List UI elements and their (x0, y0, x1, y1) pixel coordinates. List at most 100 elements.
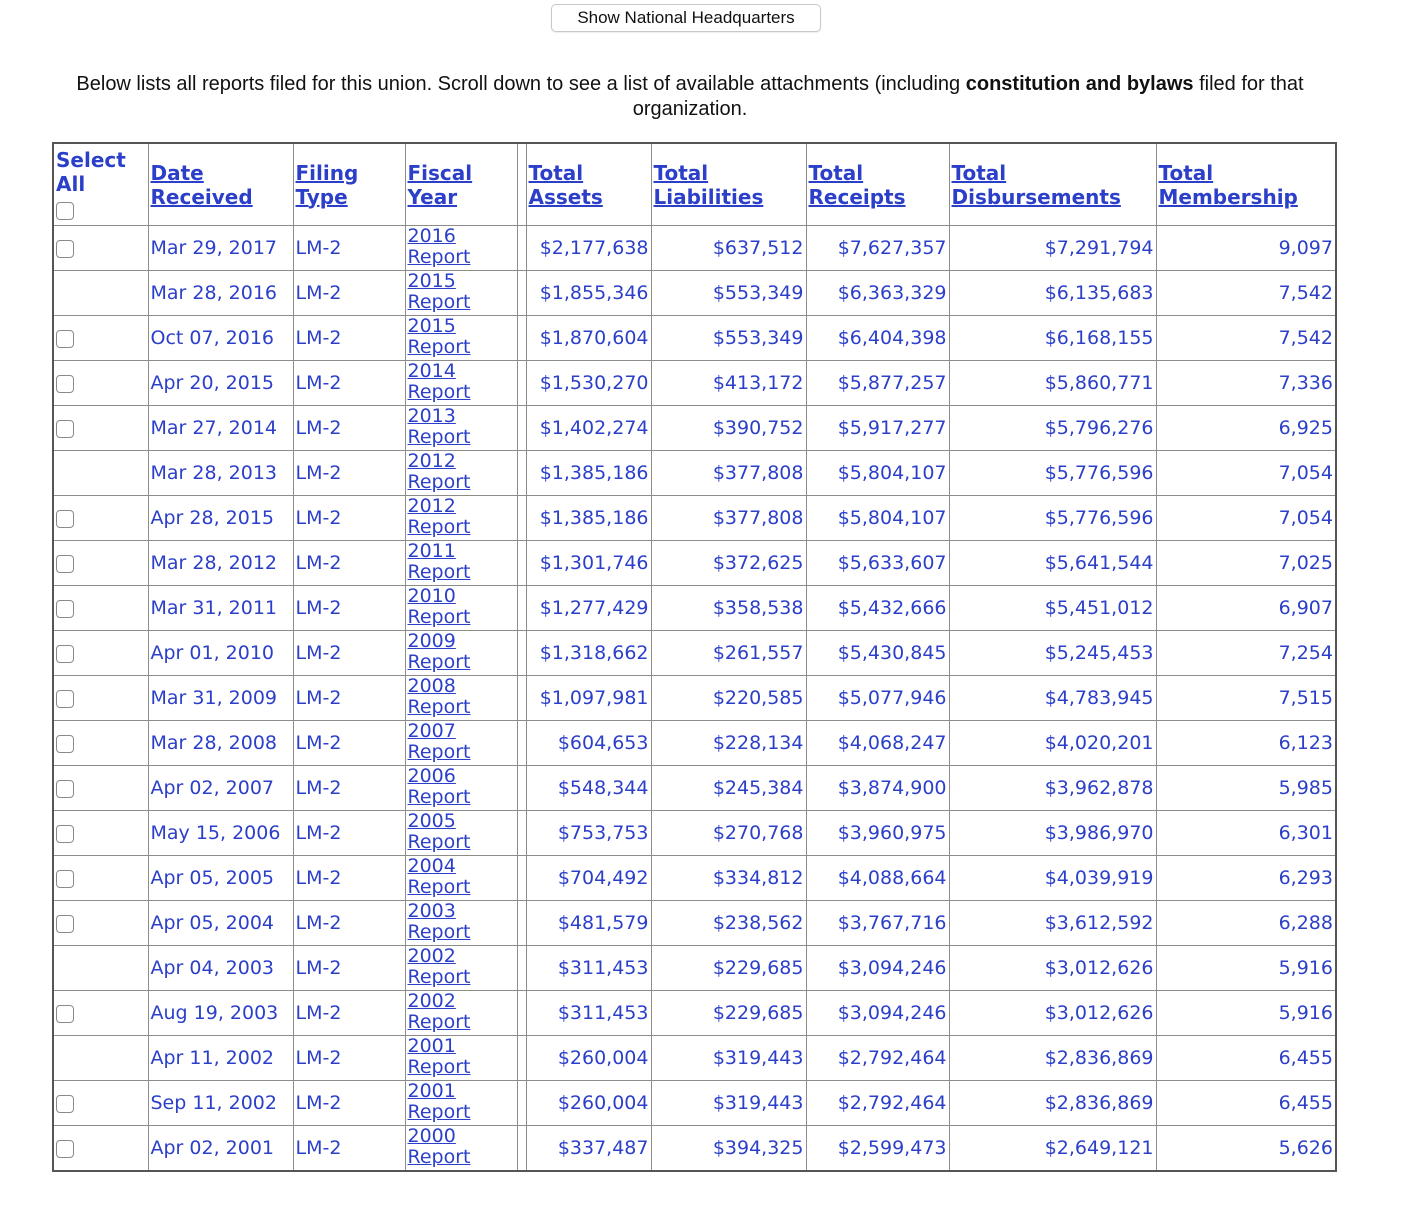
sort-date-received-link[interactable]: Date Received (150, 160, 253, 209)
sort-total-disbursements-link[interactable]: Total Disbursements (951, 160, 1121, 209)
select-cell (52, 900, 149, 946)
select-all-checkbox[interactable] (56, 202, 74, 220)
row-select-checkbox[interactable] (56, 1004, 74, 1023)
select-cell (52, 855, 149, 901)
fiscal-year-cell: 2012 Report (404, 495, 518, 541)
report-link[interactable]: 2006 Report (408, 767, 515, 809)
report-link[interactable]: 2001 Report (408, 1082, 515, 1124)
date-received-cell: Apr 20, 2015 (147, 360, 294, 406)
report-link[interactable]: 2011 Report (407, 540, 515, 584)
spacer-cell (516, 1080, 527, 1126)
filing-type-cell: LM-2 (292, 630, 406, 676)
total-assets-cell: $1,870,604 (525, 315, 652, 361)
total-receipts-cell: $3,767,716 (805, 900, 950, 946)
select-all-header: Select All (52, 142, 149, 226)
report-link[interactable]: 2013 Report (408, 407, 515, 449)
spacer-cell (516, 810, 527, 856)
sort-total-liabilities-link[interactable]: Total Liabilities (653, 160, 764, 209)
sort-filing-type-link[interactable]: Filing Type (295, 160, 359, 209)
report-link[interactable]: 2016 Report (407, 225, 515, 269)
table-row: Oct 07, 2016 LM-2 2015 Report $1,870,604 $553… (52, 315, 1337, 361)
date-received-cell: Mar 31, 2011 (147, 585, 294, 631)
row-select-checkbox[interactable] (56, 1094, 74, 1113)
date-received-cell: Sep 11, 2002 (147, 1080, 294, 1126)
report-link[interactable]: 2005 Report (408, 812, 515, 854)
total-membership-cell: 7,054 (1155, 450, 1337, 496)
sort-total-assets-link[interactable]: Total Assets (528, 160, 603, 209)
filing-type-cell: LM-2 (292, 405, 406, 451)
fiscal-year-cell: 2005 Report (404, 810, 518, 856)
row-select-checkbox[interactable] (56, 419, 74, 438)
report-link-label: Report (407, 696, 471, 718)
table-row: Mar 28, 2013 LM-2 2012 Report $1,385,186 $377… (52, 450, 1337, 496)
column-total-liabilities: Total Liabilities (650, 142, 807, 226)
sort-fiscal-year-link[interactable]: Fiscal Year (407, 160, 473, 209)
report-year: 2012 (407, 495, 456, 517)
spacer-cell (516, 765, 527, 811)
table-row: Mar 28, 2012 LM-2 2011 Report $1,301,746 $372… (52, 540, 1337, 586)
row-select-checkbox[interactable] (56, 914, 74, 933)
report-link[interactable]: 2001 Report (408, 1037, 515, 1079)
report-link[interactable]: 2003 Report (408, 902, 515, 944)
total-receipts-cell: $5,804,107 (805, 495, 950, 541)
filing-type-cell: LM-2 (292, 1035, 406, 1081)
report-year: 2015 (407, 270, 456, 292)
date-received-cell: Mar 28, 2008 (147, 720, 294, 766)
row-select-checkbox[interactable] (56, 644, 74, 663)
row-select-checkbox[interactable] (56, 329, 74, 348)
row-select-checkbox[interactable] (56, 239, 74, 258)
row-select-checkbox[interactable] (56, 374, 74, 393)
row-select-checkbox[interactable] (56, 869, 74, 888)
total-liabilities-cell: $228,134 (650, 720, 807, 766)
row-select-checkbox[interactable] (56, 824, 74, 843)
total-assets-cell: $753,753 (525, 810, 652, 856)
report-year: 2004 (407, 855, 456, 877)
report-link[interactable]: 2014 Report (408, 362, 515, 404)
total-liabilities-cell: $334,812 (650, 855, 807, 901)
select-all-link[interactable]: Select All (56, 148, 146, 196)
fiscal-year-cell: 2000 Report (404, 1125, 518, 1172)
total-liabilities-cell: $261,557 (650, 630, 807, 676)
total-liabilities-cell: $372,625 (650, 540, 807, 586)
total-liabilities-cell: $553,349 (650, 270, 807, 316)
report-year: 2011 (407, 540, 456, 562)
filing-type-cell: LM-2 (292, 450, 406, 496)
row-select-checkbox[interactable] (56, 1139, 74, 1158)
row-select-checkbox[interactable] (56, 599, 74, 618)
filing-type-cell: LM-2 (292, 810, 406, 856)
report-link[interactable]: 2002 Report (407, 945, 515, 989)
column-total-membership: Total Membership (1155, 142, 1337, 226)
row-select-checkbox[interactable] (56, 689, 74, 708)
report-link[interactable]: 2008 Report (407, 677, 515, 719)
show-national-headquarters-button[interactable]: Show National Headquarters (551, 4, 821, 32)
row-select-checkbox[interactable] (56, 734, 74, 753)
report-link[interactable]: 2000 Report (408, 1126, 515, 1168)
total-assets-cell: $604,653 (525, 720, 652, 766)
row-select-checkbox[interactable] (56, 509, 74, 528)
total-membership-cell: 7,025 (1155, 540, 1337, 586)
report-year: 2016 (407, 225, 456, 247)
report-link[interactable]: 2012 Report (407, 495, 515, 539)
select-cell (52, 1125, 149, 1172)
row-select-checkbox[interactable] (56, 554, 74, 573)
sort-total-receipts-link[interactable]: Total Receipts (808, 160, 906, 209)
date-received-cell: Apr 01, 2010 (147, 630, 294, 676)
report-link[interactable]: 2015 Report (408, 317, 515, 359)
select-cell (52, 720, 149, 766)
row-select-checkbox[interactable] (56, 779, 74, 798)
report-link[interactable]: 2004 Report (407, 855, 515, 899)
report-link[interactable]: 2015 Report (407, 270, 515, 314)
sort-total-membership-link[interactable]: Total Membership (1158, 160, 1298, 209)
report-year: 2000 (407, 1125, 456, 1147)
report-link-label: Report (407, 966, 471, 988)
report-link[interactable]: 2012 Report (408, 452, 515, 494)
report-link[interactable]: 2010 Report (408, 587, 515, 629)
table-row: Mar 28, 2016 LM-2 2015 Report $1,855,346 $553… (52, 270, 1337, 316)
report-link[interactable]: 2007 Report (408, 722, 515, 764)
date-received-cell: Aug 19, 2003 (147, 990, 294, 1036)
report-link[interactable]: 2002 Report (408, 992, 515, 1034)
report-link[interactable]: 2009 Report (408, 632, 515, 674)
report-year: 2002 (407, 945, 456, 967)
total-membership-cell: 6,925 (1155, 405, 1337, 451)
total-receipts-cell: $3,094,246 (805, 945, 950, 991)
